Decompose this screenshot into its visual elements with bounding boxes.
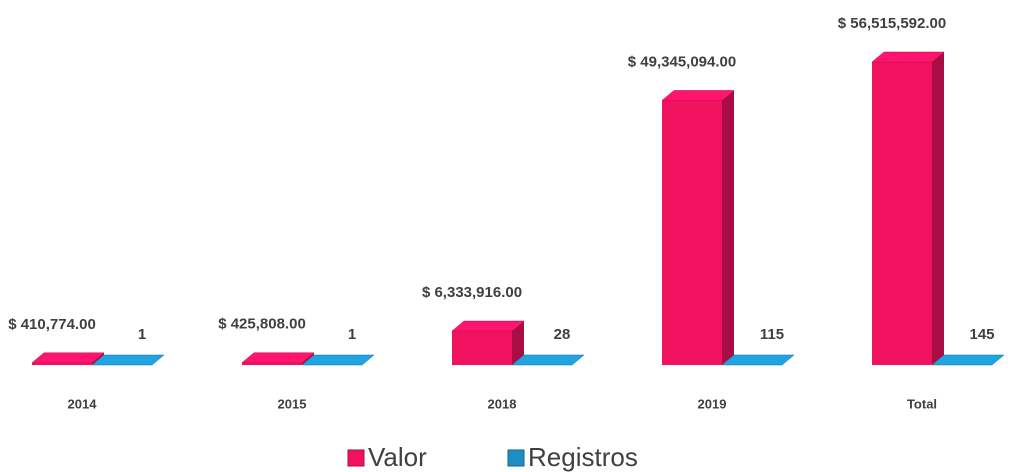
data-label: $ 6,333,916.00 — [422, 284, 522, 301]
data-label: 145 — [969, 326, 994, 343]
bar-side — [722, 90, 734, 365]
bar — [241, 352, 315, 365]
data-label: $ 49,345,094.00 — [628, 53, 736, 70]
bar-top — [931, 354, 1005, 366]
bar — [661, 90, 735, 365]
x-tick-label: 2015 — [278, 396, 307, 411]
bar-side — [512, 321, 524, 365]
bar — [931, 354, 1005, 366]
data-label: 1 — [348, 326, 356, 343]
x-tick-label: 2019 — [698, 396, 727, 411]
bar-top — [511, 354, 585, 366]
bar — [451, 320, 525, 365]
legend-swatch — [507, 449, 525, 467]
bar — [871, 51, 945, 365]
bar-top — [871, 51, 945, 63]
data-label: $ 425,808.00 — [218, 316, 306, 333]
bar — [511, 354, 585, 366]
x-tick-label: 2018 — [488, 396, 517, 411]
bar-front — [452, 331, 512, 365]
bar-top — [721, 354, 795, 366]
bar-front — [242, 362, 302, 365]
legend-label: Valor — [368, 442, 427, 472]
bar-side — [302, 352, 314, 365]
data-label: $ 56,515,592.00 — [838, 15, 946, 32]
data-label: 28 — [554, 326, 571, 343]
legend-swatch — [347, 449, 365, 467]
bar — [91, 354, 165, 366]
bar-front — [872, 62, 932, 365]
legend-label: Registros — [528, 442, 638, 472]
x-tick-label: Total — [907, 396, 937, 411]
data-label: 115 — [760, 326, 784, 343]
bar-top — [661, 90, 735, 101]
bar-side — [932, 52, 944, 365]
bar-front — [32, 362, 92, 365]
data-label: $ 410,774.00 — [8, 316, 96, 333]
bar — [301, 354, 375, 366]
bar-top — [241, 352, 315, 363]
bar-top — [91, 354, 165, 366]
bar-side — [92, 352, 104, 365]
bar-top — [451, 320, 525, 332]
x-tick-label: 2014 — [68, 396, 98, 411]
bar-front — [662, 100, 722, 365]
bar — [721, 354, 795, 366]
bar-top — [301, 354, 375, 366]
data-label: 1 — [138, 326, 146, 343]
bar-top — [31, 352, 105, 364]
bar — [31, 352, 105, 365]
